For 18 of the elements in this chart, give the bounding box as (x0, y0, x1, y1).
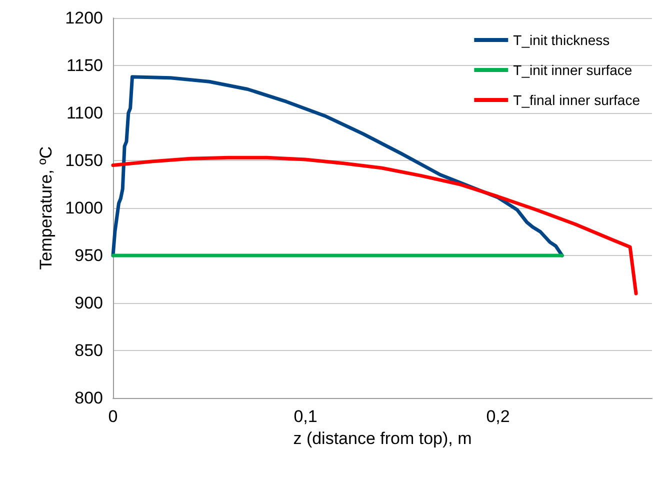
y-tick-label: 1000 (65, 198, 103, 218)
x-tick-label: 0,2 (486, 407, 510, 426)
y-tick-label: 1150 (66, 56, 103, 75)
line-series (111, 156, 638, 296)
legend-label: T_init inner surface (513, 62, 632, 78)
y-tick-label: 1200 (65, 8, 103, 28)
y-axis-title: Temperature, ºC (36, 146, 56, 270)
y-tick-label: 800 (74, 388, 103, 408)
legend-label: T_init thickness (513, 32, 610, 48)
y-tick-label: 950 (74, 246, 103, 265)
x-axis-title: z (distance from top), m (293, 428, 472, 448)
x-tick-label: 0 (108, 407, 118, 426)
y-tick-label: 900 (74, 294, 103, 312)
legend-label: T_final inner surface (513, 92, 640, 108)
y-tick-label: 850 (74, 341, 103, 360)
y-tick-label: 1050 (65, 151, 103, 170)
x-tick-label: 0,1 (294, 407, 318, 426)
y-tick-label: 1100 (66, 104, 103, 122)
